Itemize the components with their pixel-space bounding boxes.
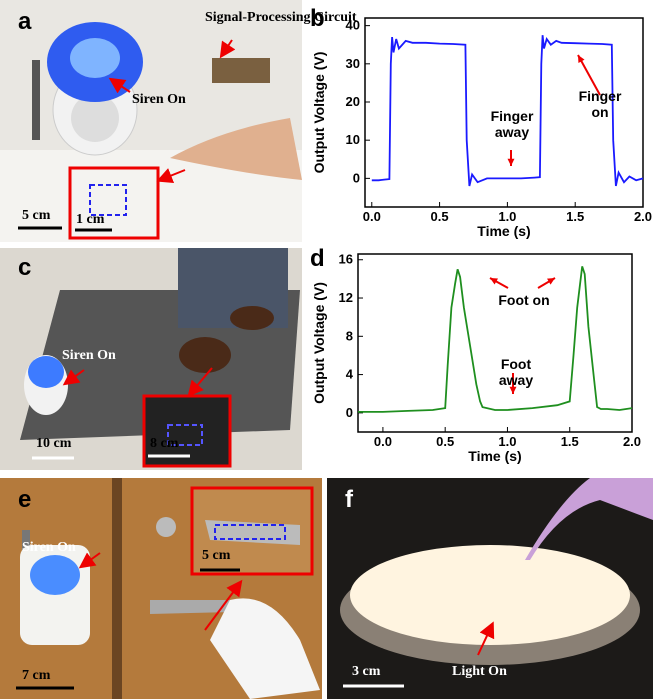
annotation: Siren On	[62, 348, 116, 364]
y-tick-label: 20	[346, 94, 360, 109]
scale-label: 7 cm	[22, 668, 50, 684]
annotation: Foot away	[486, 356, 546, 388]
x-tick-label: 0.5	[436, 434, 454, 449]
x-axis-label: Time (s)	[468, 448, 521, 464]
x-tick-label: 1.5	[566, 209, 584, 224]
y-tick-label: 4	[346, 367, 354, 382]
panel-label: f	[345, 486, 353, 514]
x-tick-label: 1.0	[498, 434, 516, 449]
annotation: Siren On	[22, 540, 76, 556]
y-tick-label: 40	[346, 18, 360, 33]
y-tick-label: 12	[339, 290, 353, 305]
figure: a Signal-Processing Circuit Siren On 5 c…	[0, 0, 653, 699]
panel-label: e	[18, 486, 31, 514]
scale-label: 5 cm	[202, 548, 230, 564]
scale-label: 1 cm	[76, 212, 104, 228]
y-axis-label: Output Voltage (V)	[311, 52, 327, 174]
y-tick-label: 16	[339, 252, 353, 267]
x-tick-label: 1.0	[498, 209, 516, 224]
x-tick-label: 0.0	[363, 209, 381, 224]
annotation: Finger on	[570, 88, 630, 120]
scale-label: 3 cm	[352, 664, 380, 680]
x-tick-label: 2.0	[623, 434, 641, 449]
y-tick-label: 30	[346, 56, 360, 71]
panel-label: a	[18, 8, 31, 36]
x-tick-label: 2.0	[634, 209, 652, 224]
x-tick-label: 0.5	[431, 209, 449, 224]
panel-label: d	[310, 248, 325, 272]
x-tick-label: 1.5	[561, 434, 579, 449]
annotation: Siren On	[132, 92, 186, 108]
panel-label: c	[18, 254, 31, 282]
y-tick-label: 10	[346, 132, 360, 147]
scale-label: 10 cm	[36, 436, 71, 452]
y-tick-label: 0	[346, 405, 353, 420]
panel-label: b	[310, 5, 325, 32]
x-axis-label: Time (s)	[477, 223, 530, 239]
x-tick-label: 0.0	[374, 434, 392, 449]
y-axis-label: Output Voltage (V)	[311, 282, 327, 404]
y-tick-label: 8	[346, 328, 353, 343]
line	[358, 266, 632, 412]
annotation: Finger away	[482, 108, 542, 140]
annotation: Light On	[452, 664, 507, 680]
y-tick-label: 0	[353, 170, 360, 185]
scale-label: 8 cm	[150, 436, 178, 452]
chart: 0.0 0.5 1.0 1.5 2.0 0 4 8 12 16 Time (s) Output Vol…	[310, 248, 653, 470]
arrow-head	[508, 159, 515, 166]
annotation: Foot on	[494, 292, 554, 308]
scale-label: 5 cm	[22, 208, 50, 224]
